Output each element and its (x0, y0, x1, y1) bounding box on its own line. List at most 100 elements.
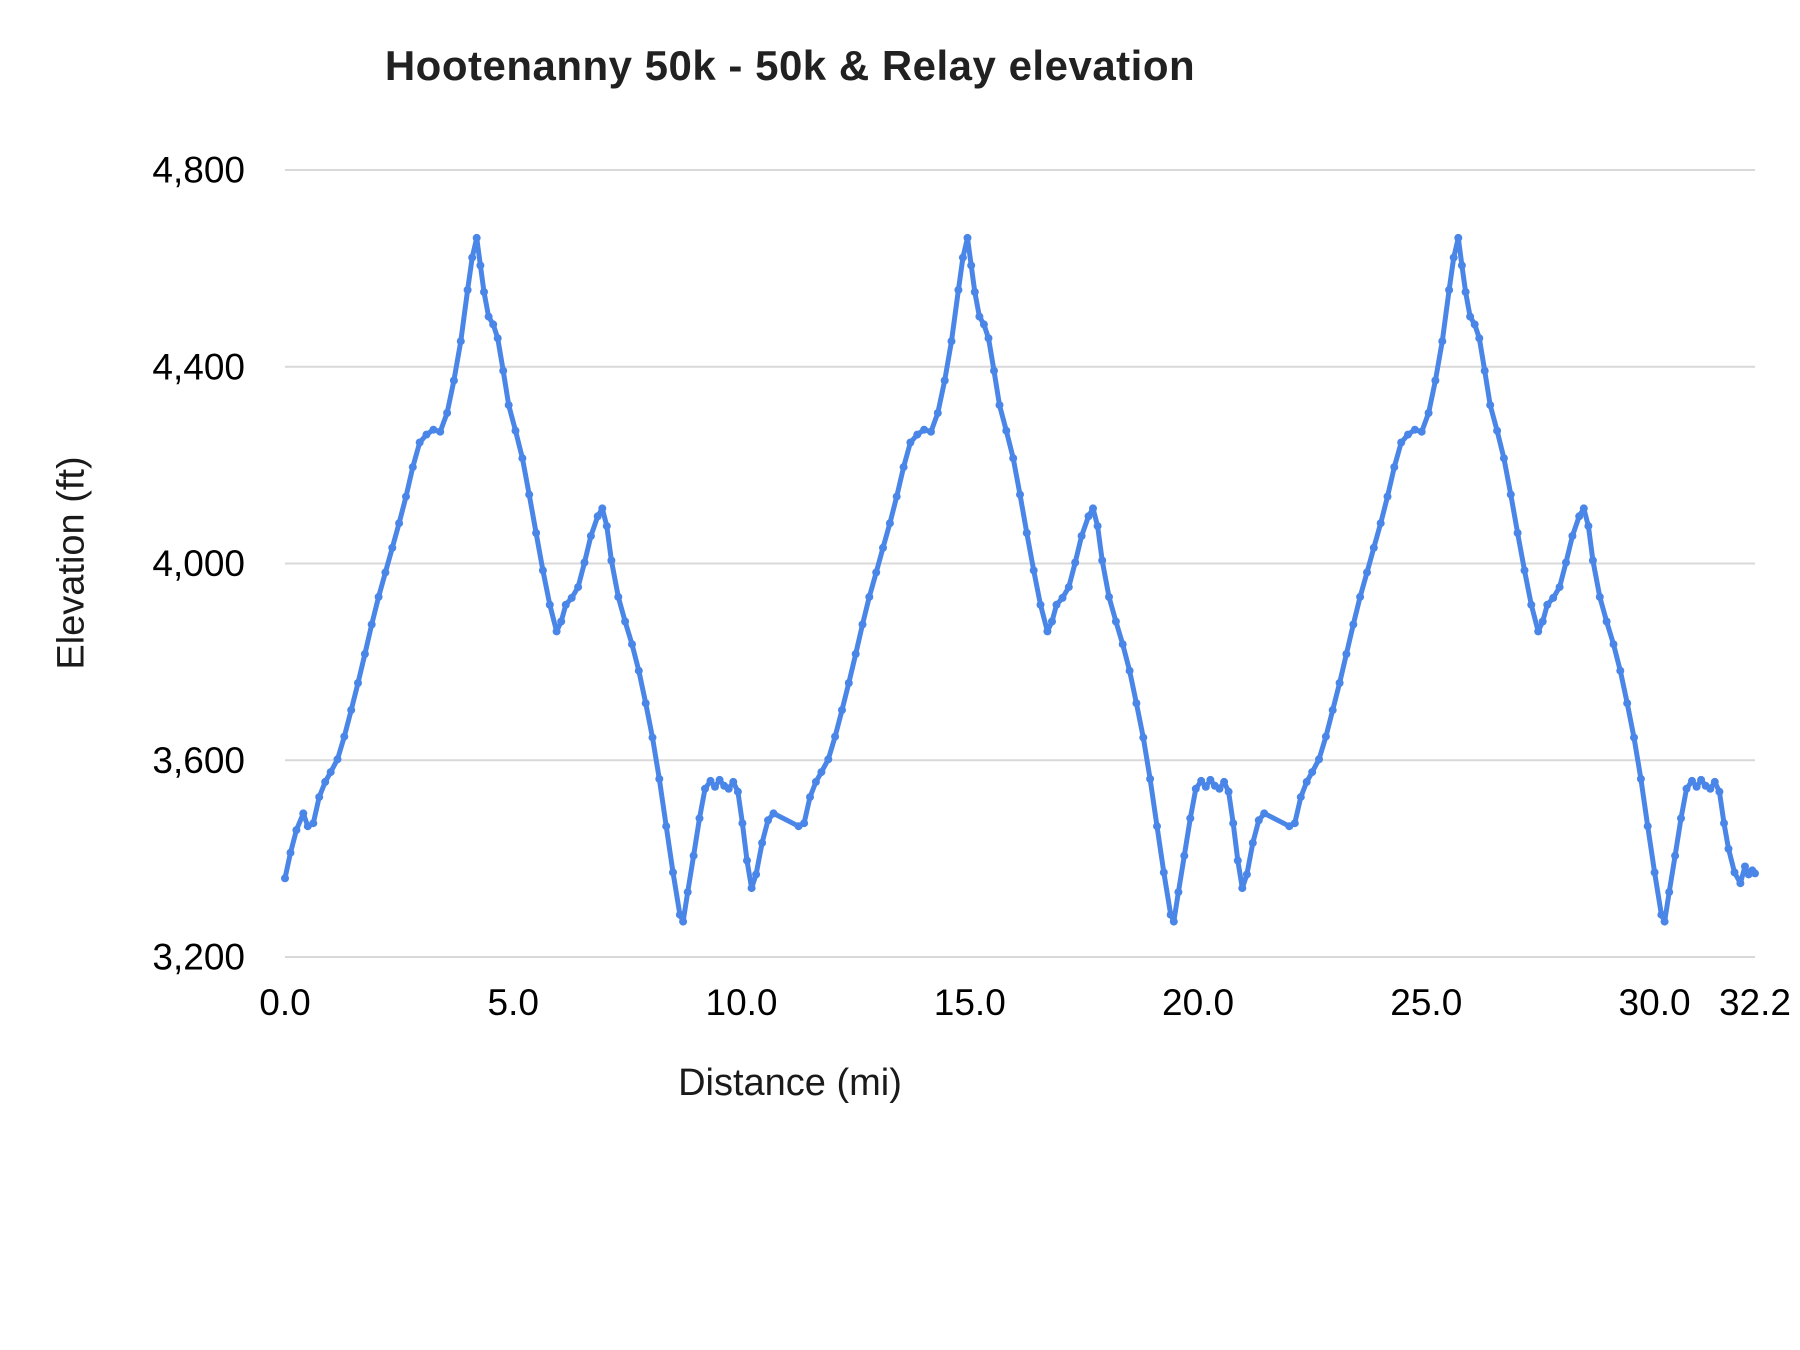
data-point (1424, 409, 1433, 417)
data-point (1623, 699, 1632, 708)
data-point (489, 320, 498, 329)
data-point (1132, 699, 1141, 708)
data-point (824, 755, 833, 764)
data-point (333, 755, 342, 764)
data-point (499, 366, 508, 375)
data-point (402, 492, 410, 501)
data-point (706, 776, 715, 785)
y-tick-label: 3,200 (152, 937, 245, 978)
data-point (1445, 286, 1454, 294)
data-point (1513, 529, 1522, 537)
data-point (1328, 706, 1337, 715)
data-point (1410, 425, 1419, 434)
data-point (422, 430, 431, 439)
data-point (1534, 627, 1543, 636)
data-point (1363, 568, 1371, 577)
data-point (743, 856, 751, 865)
data-point (504, 401, 513, 410)
data-point (315, 793, 324, 802)
x-tick-label: 30.0 (1619, 982, 1691, 1023)
data-point (1665, 888, 1674, 897)
data-point (532, 529, 541, 537)
data-point (729, 777, 738, 786)
data-point (975, 312, 984, 321)
y-tick-label: 3,600 (152, 740, 245, 781)
data-point (586, 532, 595, 540)
data-point (1671, 851, 1680, 860)
data-point (1417, 427, 1426, 436)
data-point (1466, 312, 1475, 321)
data-point (1290, 819, 1299, 828)
data-point (1568, 532, 1577, 540)
data-point (1660, 917, 1669, 926)
data-point (1724, 844, 1733, 853)
data-point (480, 288, 488, 296)
data-point (899, 463, 908, 472)
data-point (309, 819, 318, 828)
data-point (1335, 679, 1344, 687)
data-point (567, 593, 576, 602)
chart-title: Hootenanny 50k - 50k & Relay elevation (384, 42, 1196, 89)
data-point (614, 592, 623, 601)
data-point (1692, 782, 1701, 791)
data-point (1390, 463, 1399, 472)
data-point (1730, 868, 1739, 877)
data-point (1105, 592, 1113, 601)
data-point (655, 774, 664, 783)
data-point (679, 917, 688, 926)
data-point (538, 566, 547, 575)
data-point (920, 425, 929, 434)
data-point (990, 366, 998, 375)
data-point (1029, 566, 1038, 575)
data-point (1688, 776, 1696, 785)
data-point (1562, 558, 1570, 567)
data-point (1682, 784, 1691, 793)
data-point (1555, 583, 1564, 592)
data-point (1715, 787, 1724, 796)
data-point (1296, 793, 1305, 802)
data-point (1751, 869, 1759, 878)
x-tick-label: 20.0 (1162, 982, 1234, 1023)
data-point (858, 620, 867, 629)
data-point (1630, 733, 1638, 742)
data-point (493, 334, 502, 343)
data-point (885, 519, 894, 528)
data-point (381, 568, 390, 577)
x-axis-title: Distance (mi) (678, 1062, 902, 1104)
data-point (374, 592, 383, 601)
data-point (1089, 504, 1097, 513)
x-tick-label: 25.0 (1390, 982, 1462, 1023)
data-point (879, 543, 887, 552)
data-point (752, 870, 761, 879)
data-point (408, 463, 417, 472)
data-point (872, 568, 881, 577)
data-point (1736, 879, 1745, 888)
data-point (580, 558, 589, 567)
data-point (1575, 512, 1584, 521)
data-point (1118, 640, 1127, 649)
data-point (817, 768, 826, 777)
data-point (1470, 320, 1479, 329)
data-point (1016, 490, 1024, 499)
data-point (429, 425, 438, 434)
data-point (340, 732, 349, 741)
data-point (1461, 288, 1470, 296)
data-point (1349, 620, 1358, 629)
x-tick-label: 15.0 (934, 982, 1006, 1023)
data-point (1609, 640, 1618, 649)
data-point (1376, 519, 1385, 528)
data-point (354, 679, 362, 687)
data-point (1064, 583, 1073, 592)
data-point (1153, 822, 1161, 831)
data-point (463, 286, 472, 294)
data-point (628, 640, 636, 649)
data-point (292, 826, 301, 835)
data-point (449, 376, 458, 385)
data-point (1706, 784, 1715, 793)
data-point (675, 910, 684, 919)
data-point (1174, 888, 1183, 897)
data-point (1052, 600, 1061, 609)
data-point (1260, 809, 1269, 818)
data-point (970, 288, 979, 296)
